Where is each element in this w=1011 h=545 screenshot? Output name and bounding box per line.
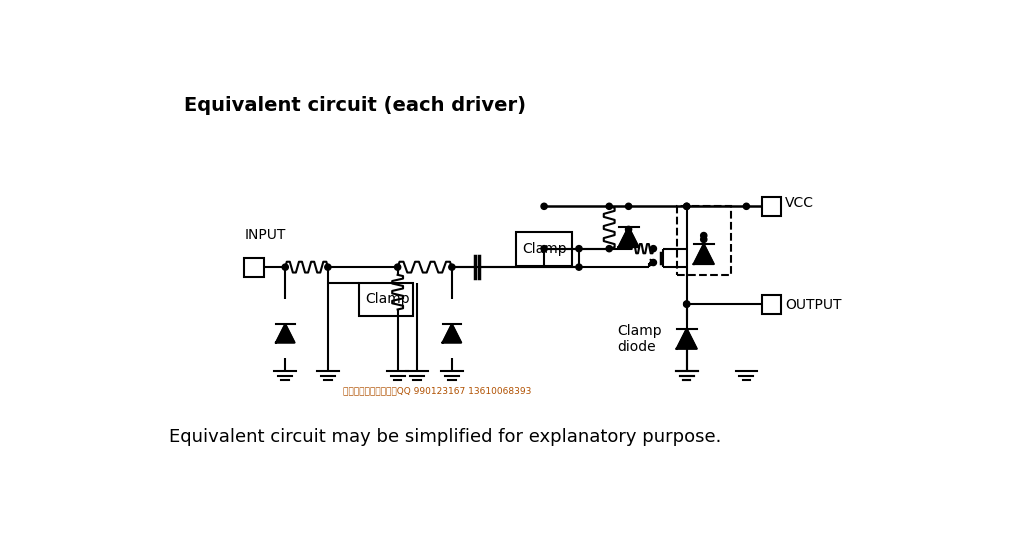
Circle shape <box>683 203 690 209</box>
Circle shape <box>626 226 632 233</box>
Bar <box>676 205 731 275</box>
Circle shape <box>650 259 656 265</box>
Circle shape <box>701 233 707 239</box>
Text: Clamp
diode: Clamp diode <box>617 324 661 354</box>
Bar <box>245 258 264 277</box>
Circle shape <box>576 246 582 252</box>
Bar <box>762 295 782 314</box>
Bar <box>517 233 572 267</box>
Text: OUTPUT: OUTPUT <box>786 298 841 312</box>
Circle shape <box>607 246 613 252</box>
Text: Clamp: Clamp <box>522 243 566 257</box>
Circle shape <box>394 264 400 270</box>
Circle shape <box>541 203 547 209</box>
Text: Equivalent circuit may be simplified for explanatory purpose.: Equivalent circuit may be simplified for… <box>169 428 722 446</box>
Circle shape <box>743 203 749 209</box>
Circle shape <box>449 264 455 270</box>
Text: INPUT: INPUT <box>245 228 285 243</box>
Polygon shape <box>676 329 697 349</box>
Text: VCC: VCC <box>786 196 814 210</box>
Text: 東芹代理、大量现货；QQ 990123167 13610068393: 東芹代理、大量现货；QQ 990123167 13610068393 <box>344 386 532 396</box>
Bar <box>359 282 413 317</box>
Text: Equivalent circuit (each driver): Equivalent circuit (each driver) <box>184 96 527 115</box>
Circle shape <box>701 237 707 243</box>
Polygon shape <box>443 324 461 343</box>
Circle shape <box>626 203 632 209</box>
Circle shape <box>683 301 690 307</box>
Circle shape <box>541 246 547 252</box>
Circle shape <box>282 264 288 270</box>
Circle shape <box>683 301 690 307</box>
Circle shape <box>683 203 690 209</box>
Circle shape <box>650 246 656 252</box>
Circle shape <box>325 264 331 270</box>
Polygon shape <box>619 227 639 247</box>
Polygon shape <box>276 324 294 343</box>
Circle shape <box>607 203 613 209</box>
Circle shape <box>576 264 582 270</box>
Polygon shape <box>694 244 714 264</box>
Text: Clamp: Clamp <box>366 293 410 306</box>
Bar <box>762 197 782 216</box>
